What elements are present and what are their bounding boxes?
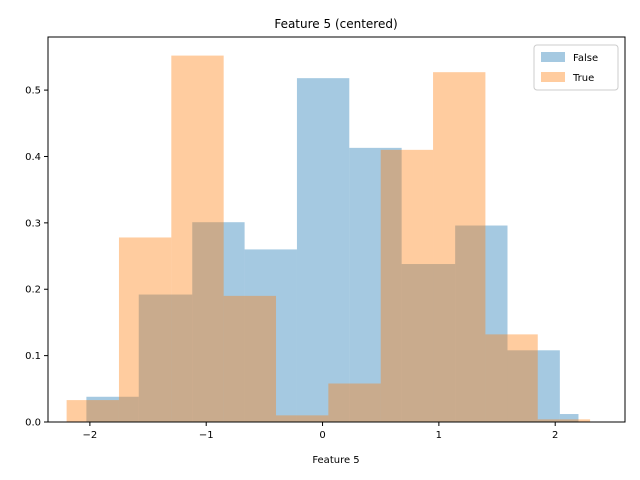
bar-false-2	[192, 222, 245, 422]
x-tick-label: −1	[199, 430, 214, 441]
bar-true-3	[223, 295, 277, 422]
legend-swatch-true	[541, 72, 565, 82]
y-tick-label: 0.4	[25, 152, 41, 163]
x-tick-label: 2	[552, 430, 558, 441]
bar-true-0	[66, 400, 119, 422]
axes-group: −2 −1 0 1 2 0.0 0.1 0.2 0.3 0.4 0.5	[25, 36, 626, 441]
bar-false-1	[138, 294, 193, 422]
bar-false-7	[455, 225, 508, 422]
plot-frame	[47, 36, 626, 423]
bar-true-7	[433, 72, 486, 423]
bar-false-8	[507, 350, 560, 422]
bar-true-4	[276, 415, 329, 422]
bar-true-8	[485, 334, 538, 422]
legend: False True	[533, 44, 619, 91]
y-tick-label: 0.0	[25, 418, 41, 429]
x-tick-label: 1	[436, 430, 442, 441]
bar-true-6	[380, 149, 434, 422]
bar-true-2	[171, 55, 224, 422]
x-axis-label: Feature 5	[312, 455, 359, 466]
bar-false-0	[86, 396, 139, 422]
legend-label-false: False	[573, 53, 598, 64]
legend-box	[533, 44, 619, 91]
bar-false-9	[559, 414, 579, 422]
bar-false-4	[296, 78, 350, 422]
x-tick-label: 0	[319, 430, 325, 441]
chart-title: Feature 5 (centered)	[274, 17, 397, 31]
bars-group	[66, 55, 591, 423]
x-tick-label: −2	[83, 430, 98, 441]
bar-true-1	[118, 237, 172, 422]
bar-false-5	[349, 147, 402, 422]
y-tick-label: 0.5	[25, 86, 41, 97]
legend-label-true: True	[572, 73, 594, 84]
bar-false-6	[401, 264, 456, 422]
bar-false-3	[244, 249, 297, 422]
y-tick-label: 0.2	[25, 285, 41, 296]
y-tick-label: 0.3	[25, 218, 41, 229]
bar-true-9	[537, 419, 591, 422]
y-tick-label: 0.1	[25, 351, 41, 362]
legend-swatch-false	[541, 52, 565, 62]
bar-true-5	[328, 383, 381, 422]
